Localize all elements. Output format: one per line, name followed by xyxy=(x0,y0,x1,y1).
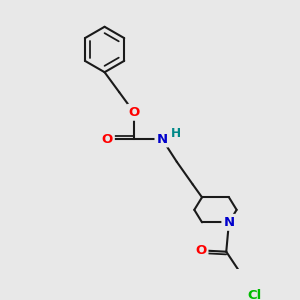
Text: O: O xyxy=(102,133,113,146)
Text: N: N xyxy=(224,216,235,229)
Text: H: H xyxy=(171,127,181,140)
Text: O: O xyxy=(128,106,140,119)
Text: N: N xyxy=(157,133,168,146)
Text: O: O xyxy=(195,244,206,257)
Text: Cl: Cl xyxy=(248,289,262,300)
